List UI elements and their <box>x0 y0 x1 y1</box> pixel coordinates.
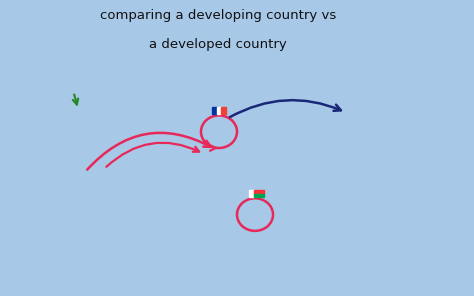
Text: a developed country: a developed country <box>149 38 287 52</box>
Bar <box>249 190 254 197</box>
Bar <box>254 194 264 197</box>
Bar <box>254 190 264 194</box>
Text: comparing a developing country vs: comparing a developing country vs <box>100 9 336 22</box>
Bar <box>212 107 217 114</box>
Bar <box>217 107 221 114</box>
Bar <box>221 107 226 114</box>
